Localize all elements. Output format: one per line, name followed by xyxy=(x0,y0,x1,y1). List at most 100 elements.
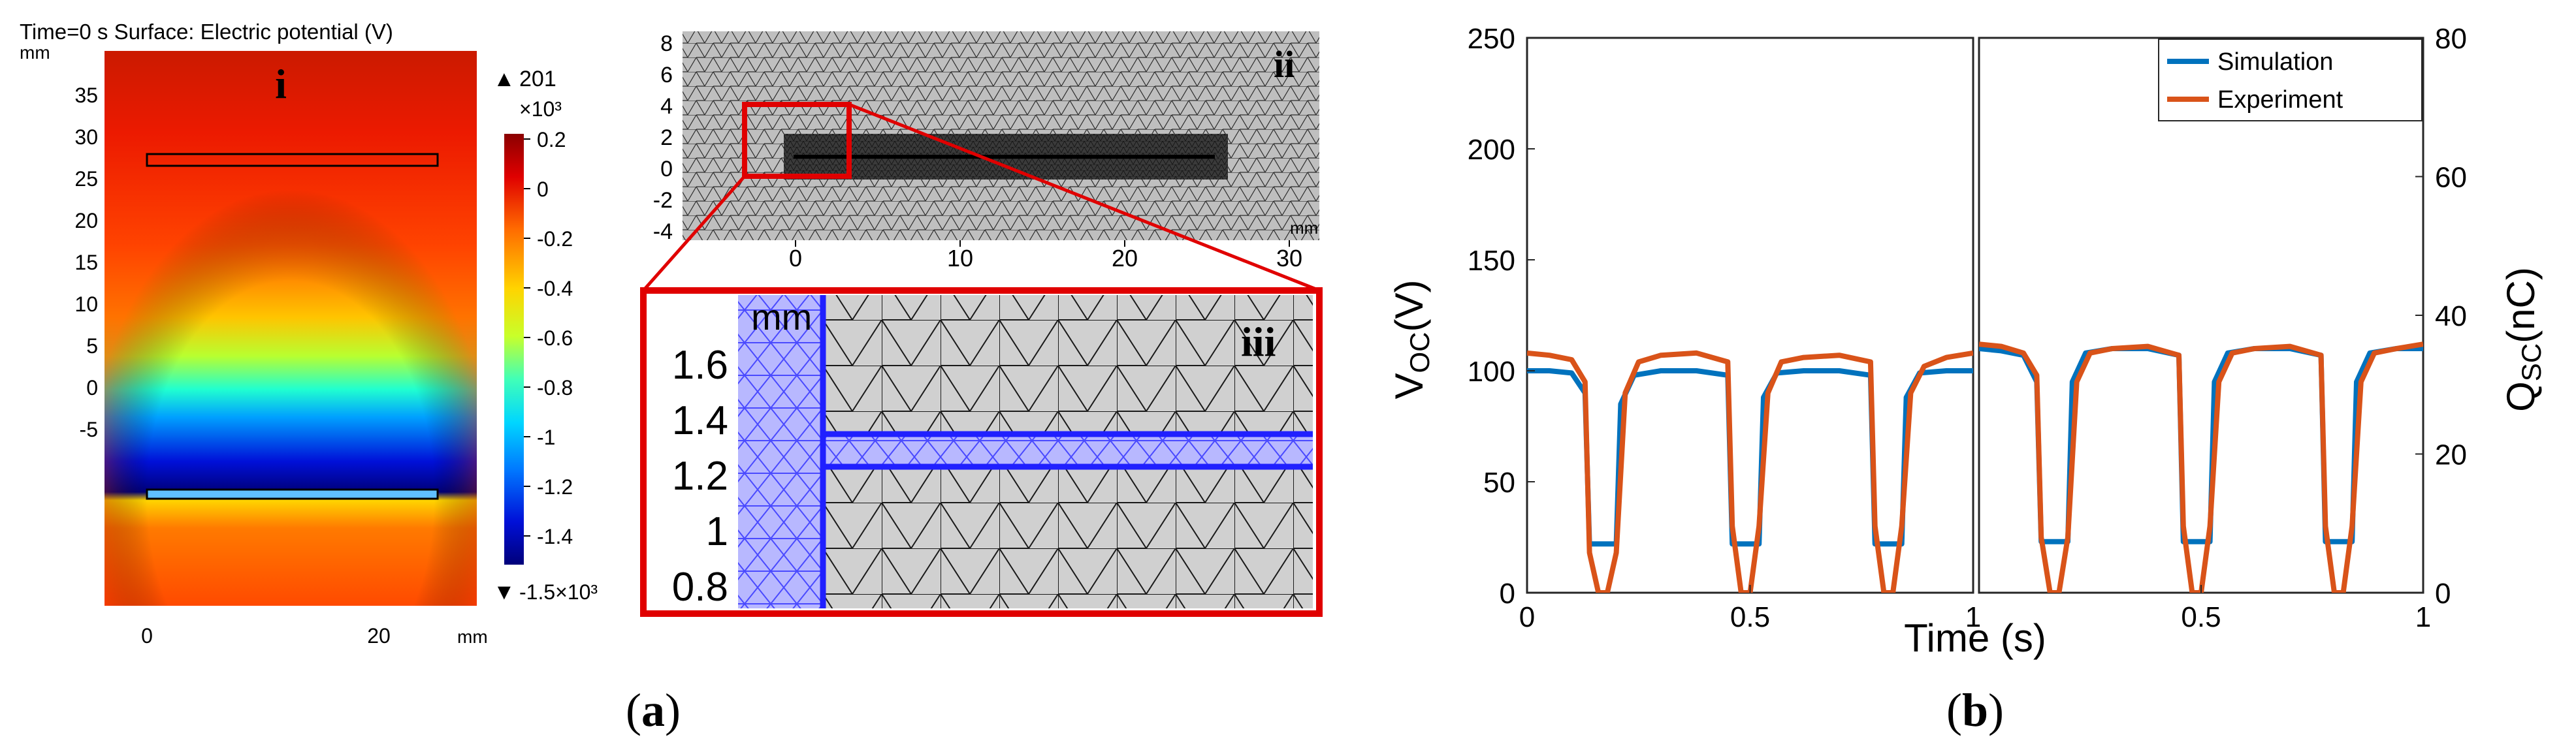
mesh-y-tick-label: 2 xyxy=(660,125,673,150)
y-right-tick-label: 60 xyxy=(2435,162,2467,194)
field-x-unit: mm xyxy=(457,627,488,647)
legend-box xyxy=(2158,39,2423,121)
y-right-tick-label: 20 xyxy=(2435,439,2467,471)
field-x-tick-label: 20 xyxy=(367,624,391,648)
zoom-electrode-mesh-horizontal xyxy=(823,434,1313,467)
field-y-tick-label: 30 xyxy=(74,125,98,149)
zoom-y-tick-label: 0.8 xyxy=(672,565,728,610)
zoom-electrode-mesh-vertical xyxy=(738,295,823,608)
colorbar-gradient xyxy=(504,134,524,565)
mesh-x-ticks: 0 10 20 30 xyxy=(789,240,1302,272)
potential-surface-side-shading xyxy=(105,51,477,606)
mesh-x-tick-label: 30 xyxy=(1276,245,1302,272)
zoom-y-tick-label: 1 xyxy=(706,509,728,554)
y-left-tick-label: 250 xyxy=(1468,23,1515,55)
subplot-left-lines xyxy=(1527,350,1973,593)
subplot-right-lines xyxy=(1979,341,2423,593)
legend: Simulation Experiment xyxy=(2158,39,2423,121)
zoom-y-tick-label: 1.4 xyxy=(672,398,728,443)
zoom-y-tick-label: 1.2 xyxy=(672,454,728,499)
mesh-x-tick-label: 10 xyxy=(947,245,973,272)
zoom-plot: mm iii 1.6 1.4 1.2 1 0.8 xyxy=(640,287,1323,617)
field-y-tick-label: 0 xyxy=(86,376,98,400)
colorbar-tick-label: -1 xyxy=(537,426,555,449)
y-left-tick-label: 200 xyxy=(1468,134,1515,166)
field-plot-header: Time=0 s Surface: Electric potential (V) xyxy=(20,20,393,44)
zoom-connector-right xyxy=(848,102,1320,292)
x-tick-label: 1 xyxy=(2415,601,2431,633)
legend-simulation-label: Simulation xyxy=(2217,48,2333,76)
mesh-unit: mm xyxy=(1290,218,1318,238)
mesh-y-tick-label: 4 xyxy=(660,94,673,119)
legend-experiment-label: Experiment xyxy=(2217,86,2343,114)
colorbar-ticks: 0.2 0 -0.2 -0.4 -0.6 -0.8 -1 -1.2 -1.4 xyxy=(524,128,573,548)
x-tick-label: 0.5 xyxy=(2181,601,2221,633)
mesh-y-tick-label: 8 xyxy=(660,31,673,56)
field-y-unit: mm xyxy=(20,42,50,63)
x-tick-label: 0 xyxy=(1519,601,1535,633)
panel-a: Time=0 s Surface: Electric potential (V)… xyxy=(20,20,1323,736)
chart-axes: 0 50 100 150 200 250 0 20 40 60 80 0 0.5 1 0.5 1 xyxy=(1468,23,2467,633)
colorbar-tick-label: -1.2 xyxy=(537,475,573,499)
mesh-y-tick-label: -2 xyxy=(653,188,673,213)
y-left-tick-label: 100 xyxy=(1468,356,1515,388)
field-x-ticks: 0 20 xyxy=(141,624,391,648)
mesh-x-tick-label: 20 xyxy=(1112,245,1138,272)
field-y-tick-label: 5 xyxy=(86,334,98,358)
y-axis-left-label: VOC(V) xyxy=(1387,279,1435,399)
x-tick-label: 1 xyxy=(1965,601,1981,633)
y-right-tick-label: 0 xyxy=(2435,578,2451,610)
panel-b-caption: (b) xyxy=(1946,684,2004,736)
colorbar-tick-label: -0.4 xyxy=(537,277,573,300)
colorbar: ▲ 201 ×10³ 0.2 0 -0.2 -0.4 -0.6 -0.8 -1 -1.2 -1.… xyxy=(493,67,598,604)
field-y-tick-label: 25 xyxy=(74,167,98,191)
y-left-tick-label: 50 xyxy=(1483,467,1515,499)
field-y-tick-label: 10 xyxy=(74,292,98,316)
series-line-experiment xyxy=(1979,341,2423,593)
label-ii: ii xyxy=(1274,43,1295,86)
series-line-experiment xyxy=(1527,350,1973,593)
label-iii: iii xyxy=(1241,319,1276,365)
top-electrode xyxy=(146,153,439,167)
field-y-ticks: 35 30 25 20 15 10 5 0 -5 xyxy=(74,84,98,441)
y-right-tick-label: 40 xyxy=(2435,300,2467,332)
colorbar-tick-label: 0 xyxy=(537,178,549,201)
label-i: i xyxy=(275,61,287,107)
mesh-y-tick-label: 0 xyxy=(660,157,673,181)
mesh-y-tick-label: -4 xyxy=(653,219,673,244)
colorbar-max-label: 201 xyxy=(519,67,556,91)
subplot-right-frame xyxy=(1978,37,2424,594)
colorbar-tick-label: -0.8 xyxy=(537,376,573,400)
mesh-x-tick-label: 0 xyxy=(789,245,802,272)
colorbar-multiplier: ×10³ xyxy=(519,97,562,121)
zoom-highlight-box xyxy=(742,102,852,179)
colorbar-max-marker: ▲ xyxy=(493,67,515,91)
electric-potential-plot: Time=0 s Surface: Electric potential (V)… xyxy=(20,20,488,648)
zoom-connector-left xyxy=(642,175,746,292)
zoom-frame xyxy=(640,287,1323,617)
field-x-tick-label: 0 xyxy=(141,624,153,648)
field-y-tick-label: 15 xyxy=(74,251,98,274)
zoom-y-ticks: 1.6 1.4 1.2 1 0.8 xyxy=(672,343,728,610)
colorbar-tick-label: -1.4 xyxy=(537,525,573,548)
y-right-tick-label: 80 xyxy=(2435,23,2467,55)
y-axis-right-label: QSC(nC) xyxy=(2499,267,2547,412)
colorbar-tick-label: 0.2 xyxy=(537,128,566,151)
field-y-tick-label: 35 xyxy=(74,84,98,107)
zoom-y-tick-label: 1.6 xyxy=(672,343,728,388)
zoom-unit: mm xyxy=(751,296,812,337)
colorbar-tick-label: -0.2 xyxy=(537,227,573,251)
field-y-tick-label: -5 xyxy=(80,418,98,441)
colorbar-tick-label: -0.6 xyxy=(537,326,573,350)
mesh-y-ticks: 8 6 4 2 0 -2 -4 xyxy=(653,31,673,244)
y-left-tick-label: 150 xyxy=(1468,245,1515,277)
field-y-tick-label: 20 xyxy=(74,209,98,232)
mesh-y-tick-label: 6 xyxy=(660,63,673,87)
panel-b-chart: 0 50 100 150 200 250 0 20 40 60 80 0 0.5 1 0.5 1 VOC(V)… xyxy=(1387,23,2547,736)
panel-a-caption: (a) xyxy=(626,684,681,736)
bottom-electrode xyxy=(146,488,439,500)
colorbar-min-marker: ▼ xyxy=(493,580,515,604)
y-left-tick-label: 0 xyxy=(1500,578,1515,610)
